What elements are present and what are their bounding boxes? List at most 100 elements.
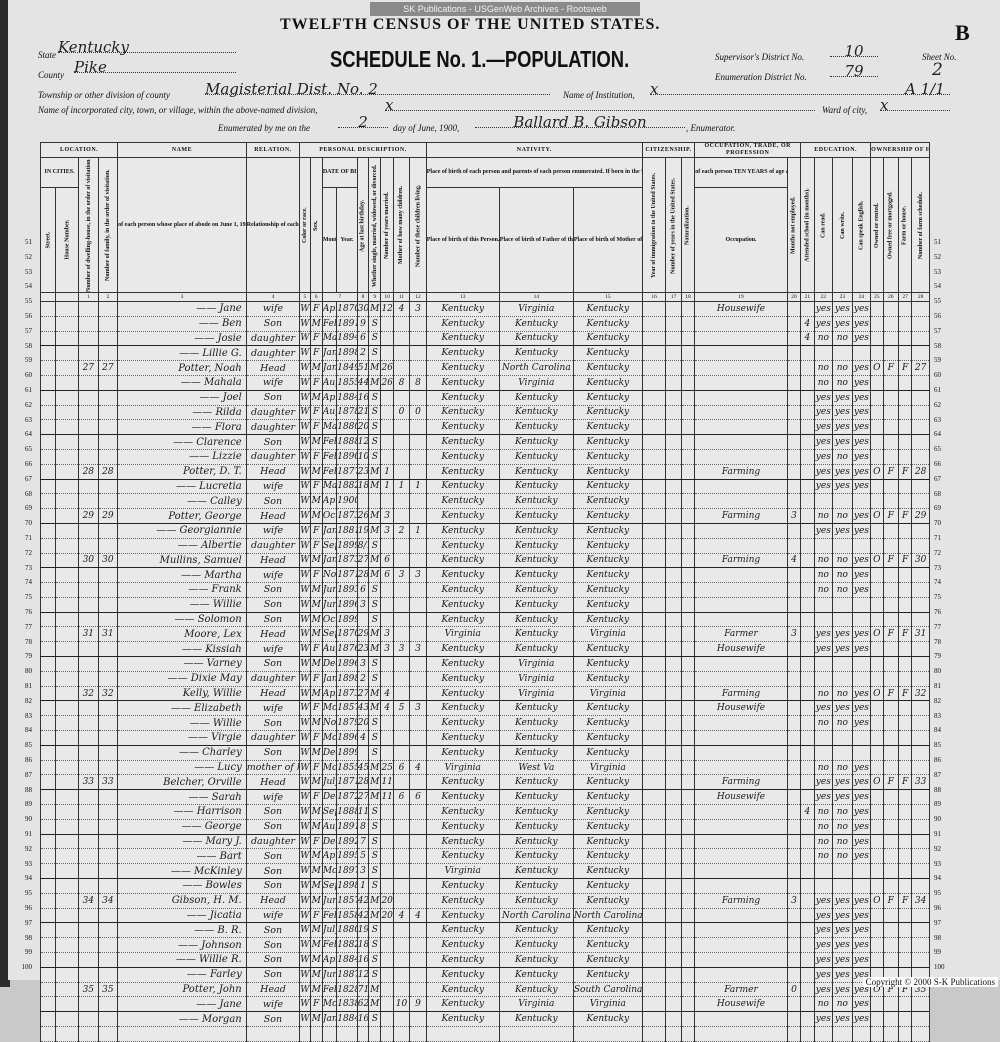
cell-family (97, 434, 119, 450)
cell-school (800, 596, 815, 613)
column-number: 28 (911, 291, 930, 302)
cell-birthplace: Kentucky (425, 493, 500, 510)
cell-can-read: yes (813, 626, 834, 643)
cell-can-write: no (832, 567, 853, 584)
cell-dwelling (78, 878, 99, 894)
cell-marital: S (368, 670, 382, 687)
age-header: Age at last birthday. (357, 157, 369, 293)
cell-farm-schedule (911, 700, 930, 717)
cell-street (39, 892, 57, 909)
cell-years-married (380, 434, 394, 450)
cell-birth-month: Nov (321, 715, 338, 732)
table-row: —— VirgiedaughterWFMch18964SKentuckyKent… (39, 730, 930, 746)
cell-street (39, 330, 57, 347)
cell-school (800, 582, 815, 598)
cell-occupation (694, 863, 788, 880)
cell-name: Gibson, H. M. (117, 892, 247, 909)
cell-mother-of (392, 656, 411, 672)
cell-mother-birthplace: Kentucky (572, 552, 643, 569)
cell-marital: M (368, 685, 382, 702)
cell-can-read: yes (813, 389, 834, 406)
cell-relation: Son (245, 922, 301, 939)
cell-relation: Son (245, 804, 301, 820)
cell-owned-rented (870, 833, 884, 850)
cell-can-read: yes (813, 937, 834, 954)
cell-father-birthplace: Kentucky (498, 478, 574, 495)
cell-relation: Son (245, 848, 301, 865)
cell-mother-of (392, 937, 411, 954)
cell-farm-schedule (911, 404, 930, 421)
cell-mother-of: 5 (392, 700, 411, 717)
cell-house (55, 522, 80, 539)
line-number-left: 63 (25, 415, 32, 424)
cell-dwelling (78, 478, 99, 495)
cell-children-living (409, 804, 427, 820)
cell-owned-rented (870, 789, 884, 806)
cell-occupation: Housewife (694, 641, 788, 658)
cell-family (97, 759, 119, 776)
cell-years-married (380, 981, 394, 998)
cell-birth-month: Dec (321, 789, 338, 806)
cell-birthplace: Kentucky (425, 508, 500, 524)
cell-months-unemployed (786, 907, 802, 924)
township-label: Township or other division of county (38, 90, 170, 100)
cell-family (97, 952, 119, 968)
line-number-right: 97 (934, 918, 941, 927)
cell-children-living (409, 611, 427, 628)
cell-dwelling (78, 907, 99, 924)
cell-birthplace: Kentucky (425, 419, 500, 436)
cell-can-speak-english (851, 744, 872, 761)
cell-birth-month: Aug (321, 374, 338, 391)
cell-mother-birthplace: Virginia (572, 996, 643, 1013)
cell-age: 30 (356, 300, 370, 317)
cell-age: 7 (356, 833, 370, 850)
dwelling-header: Number of dwelling-house, in the order o… (78, 157, 99, 293)
cell-dwelling (78, 611, 99, 628)
cell-naturalization (680, 715, 696, 732)
line-number-right: 67 (934, 474, 941, 483)
cell-naturalization (680, 434, 696, 450)
cell-birth-month: Aug (321, 818, 338, 835)
cell-naturalization (680, 892, 696, 909)
cell-relation: Son (245, 937, 301, 954)
cell-mother-birthplace: Kentucky (572, 818, 643, 835)
cell-relation: Son (245, 656, 301, 672)
cell-house (55, 759, 80, 776)
cell-sex: F (309, 567, 323, 584)
cell-occupation: Housewife (694, 996, 788, 1013)
cell-sex: M (309, 596, 323, 613)
cell-owned-rented (870, 389, 884, 406)
cell-marital: M (368, 789, 382, 806)
cell-farm-house (897, 715, 913, 732)
cell-naturalization (680, 1026, 696, 1042)
cell-can-read: yes (813, 892, 834, 909)
cell-immigration-year (641, 345, 667, 362)
cell-children-living (409, 730, 427, 746)
line-number-left: 66 (25, 460, 32, 468)
cell-immigration-year (641, 833, 667, 850)
cell-marital: M (368, 700, 382, 717)
cell-birthplace: Kentucky (425, 374, 500, 391)
cell-marital (368, 1026, 382, 1042)
cell-can-speak-english: yes (851, 389, 872, 406)
cell-months-unemployed (786, 759, 802, 776)
cell-years-in-us (665, 463, 682, 480)
cell-street (39, 478, 57, 495)
line-number-left: 67 (25, 474, 32, 483)
table-row: —— ElizabethwifeWFMch185743M453KentuckyK… (39, 700, 930, 717)
cell-mother-birthplace: Kentucky (572, 892, 643, 909)
line-number-right: 89 (934, 800, 941, 809)
cell-street (39, 952, 57, 968)
cell-mother-birthplace: Kentucky (572, 863, 643, 880)
column-number: 9 (368, 291, 382, 302)
cell-house (55, 419, 80, 436)
cell-family (97, 641, 119, 658)
cell-father-birthplace: Virginia (498, 685, 574, 702)
cell-dwelling (78, 848, 99, 865)
cell-months-unemployed (786, 863, 802, 880)
cell-naturalization (680, 315, 696, 332)
cell-naturalization (680, 596, 696, 613)
cell-farm-house (897, 419, 913, 436)
cell-birthplace: Kentucky (425, 804, 500, 820)
cell-mother-of (392, 863, 411, 880)
